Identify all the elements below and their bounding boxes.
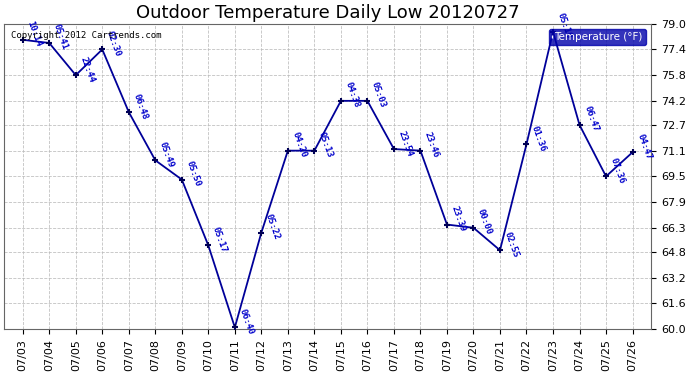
Text: 00:00: 00:00 (476, 208, 494, 236)
Text: 05:10: 05:10 (555, 12, 573, 40)
Text: 05:41: 05:41 (52, 23, 70, 51)
Text: 05:03: 05:03 (370, 81, 388, 109)
Text: 06:48: 06:48 (131, 92, 149, 120)
Text: 02:55: 02:55 (502, 230, 520, 259)
Legend: Temperature (°F): Temperature (°F) (549, 29, 646, 45)
Text: 05:13: 05:13 (317, 131, 335, 159)
Text: 05:22: 05:22 (264, 213, 282, 241)
Text: 23:54: 23:54 (397, 129, 414, 158)
Text: 05:50: 05:50 (184, 160, 202, 188)
Text: 23:46: 23:46 (423, 131, 441, 159)
Text: 05:17: 05:17 (211, 225, 228, 254)
Text: 05:49: 05:49 (158, 140, 175, 169)
Text: 10:14: 10:14 (26, 20, 43, 48)
Text: 06:47: 06:47 (582, 105, 600, 134)
Title: Outdoor Temperature Daily Low 20120727: Outdoor Temperature Daily Low 20120727 (136, 4, 520, 22)
Text: Copyright 2012 Cartrends.com: Copyright 2012 Cartrends.com (10, 32, 161, 40)
Text: 04:20: 04:20 (290, 131, 308, 159)
Text: 02:30: 02:30 (105, 30, 123, 58)
Text: 07:36: 07:36 (609, 156, 627, 185)
Text: 04:47: 04:47 (635, 132, 653, 160)
Text: 22:44: 22:44 (79, 55, 96, 84)
Text: 01:36: 01:36 (529, 124, 546, 153)
Text: 04:38: 04:38 (344, 81, 361, 109)
Text: 23:39: 23:39 (450, 205, 467, 233)
Text: 06:40: 06:40 (237, 308, 255, 336)
